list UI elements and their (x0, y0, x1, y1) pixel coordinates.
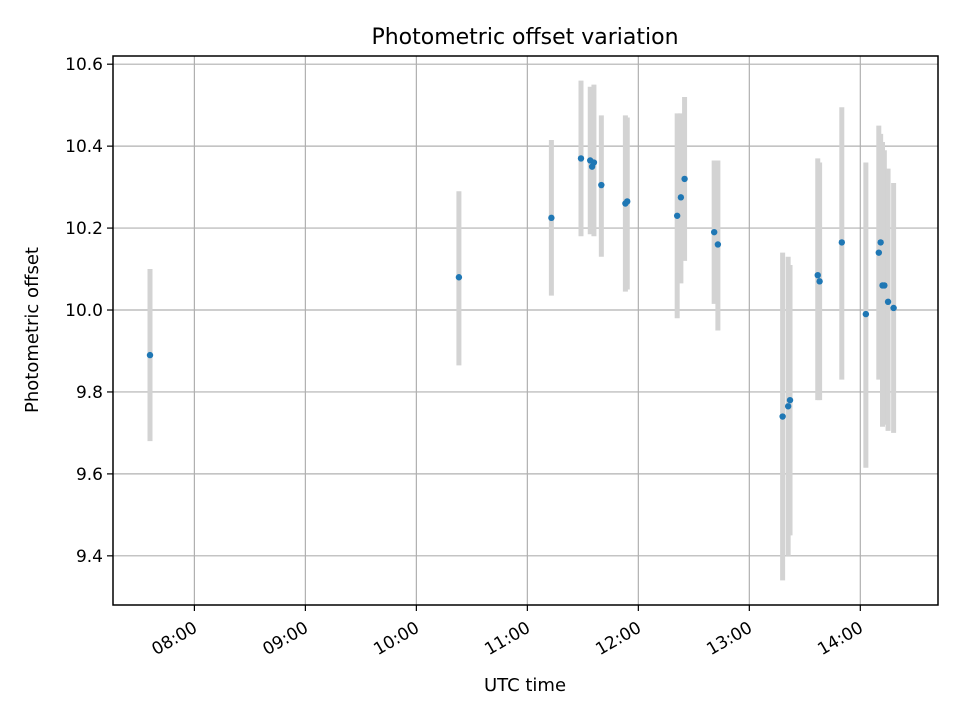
x-tick-label: 12:00 (592, 618, 644, 660)
y-axis-label: Photometric offset (22, 247, 43, 413)
data-point (577, 155, 585, 162)
data-point (146, 351, 154, 359)
data-point (884, 298, 892, 306)
data-point (677, 194, 685, 201)
data-point (710, 228, 718, 236)
plot-frame (112, 55, 939, 606)
data-point (862, 310, 870, 318)
grid (113, 56, 938, 605)
y-tick-label: 10.4 (65, 137, 103, 157)
data-point (455, 274, 463, 281)
x-tick-label: 14:00 (814, 618, 866, 660)
data-point (779, 413, 786, 420)
data-point (681, 175, 688, 183)
data-points (146, 155, 897, 420)
data-point (814, 271, 821, 279)
data-point (838, 239, 846, 246)
data-point (881, 282, 888, 289)
data-point (673, 212, 681, 219)
x-tick-label: 13:00 (703, 618, 755, 660)
data-point (890, 304, 897, 312)
x-axis-label: UTC time (484, 675, 566, 696)
data-point (548, 214, 555, 222)
x-tick-label: 09:00 (259, 618, 311, 660)
y-tick-label: 10.0 (65, 301, 103, 321)
x-tick-label: 11:00 (481, 618, 533, 660)
data-point (624, 198, 631, 205)
data-point (816, 278, 823, 285)
data-point (786, 396, 794, 404)
x-axis-ticks: 08:00 09:00 10:00 11:00 12:00 13:00 14:00 (148, 605, 867, 660)
error-bars (147, 80, 897, 581)
data-point (598, 181, 605, 189)
x-tick-label: 10:00 (370, 618, 422, 660)
data-point (714, 241, 722, 248)
data-point (784, 403, 792, 410)
y-tick-label: 9.6 (76, 465, 103, 485)
y-tick-label: 9.4 (76, 547, 103, 567)
data-point (875, 249, 883, 256)
data-point (877, 239, 884, 246)
y-tick-label: 9.8 (76, 383, 103, 403)
y-tick-label: 10.6 (65, 55, 103, 75)
y-tick-label: 10.2 (65, 219, 103, 239)
x-tick-label: 08:00 (148, 618, 200, 660)
y-axis-ticks: 9.4 9.6 9.8 10.0 10.2 10.4 10.6 (65, 55, 113, 567)
chart-title: Photometric offset variation (371, 25, 678, 50)
data-point (590, 159, 598, 166)
